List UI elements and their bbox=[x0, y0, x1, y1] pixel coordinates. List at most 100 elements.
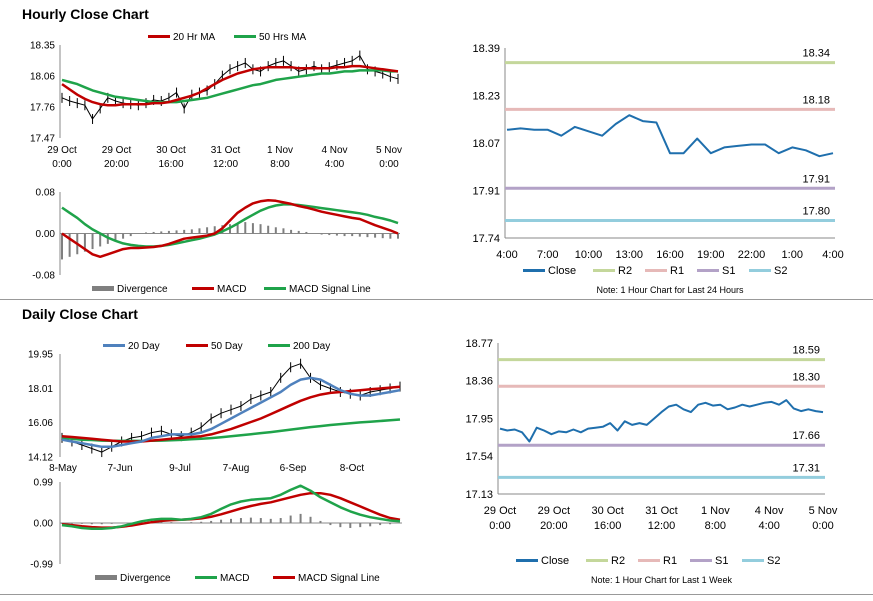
hourly-price-ytick: 17.47 bbox=[30, 134, 55, 145]
legend-label-close: Close bbox=[541, 555, 569, 567]
hourly-macd-signal-line bbox=[61, 203, 399, 248]
legend-label-macd: MACD bbox=[220, 573, 249, 584]
daily_pivots-xtick: 12:00 bbox=[648, 520, 676, 532]
legend-label-200-day: 200 Day bbox=[293, 341, 330, 352]
hourly_pivots-ytick: 18.23 bbox=[472, 90, 500, 102]
legend-label-r1: R1 bbox=[670, 265, 684, 277]
daily_pivots-level-label-s2: 17.31 bbox=[792, 462, 820, 474]
legend-label-divergence: Divergence bbox=[120, 573, 171, 584]
hourly-price-xtick: 16:00 bbox=[158, 159, 183, 170]
hourly-price-xtick: 0:00 bbox=[379, 159, 399, 170]
legend-label-r1: R1 bbox=[663, 555, 677, 567]
legend-label-50-day: 50 Day bbox=[211, 341, 243, 352]
hourly-price-xtick: 5 Nov bbox=[376, 145, 402, 156]
hourly-price-xtick: 8:00 bbox=[270, 159, 290, 170]
hourly-price-xtick: 0:00 bbox=[52, 159, 72, 170]
daily-price-xtick: 8-Oct bbox=[340, 463, 365, 474]
legend-label-s1: S1 bbox=[715, 555, 728, 567]
hourly_pivots-ytick: 17.74 bbox=[472, 233, 500, 245]
legend-swatch-divergence bbox=[95, 575, 117, 580]
hourly-price-xtick: 29 Oct bbox=[102, 145, 132, 156]
hourly-price-ytick: 18.06 bbox=[30, 72, 55, 83]
daily_pivots-xtick: 30 Oct bbox=[591, 505, 623, 517]
daily_pivots-xtick: 31 Oct bbox=[645, 505, 677, 517]
hourly-macd-line bbox=[61, 199, 399, 259]
legend-label-s2: S2 bbox=[774, 265, 787, 277]
legend-label-r2: R2 bbox=[611, 555, 625, 567]
hourly_pivots-level-label-r1: 18.18 bbox=[802, 94, 830, 106]
daily_pivots-xtick: 29 Oct bbox=[538, 505, 570, 517]
hourly_pivots-close-line bbox=[506, 114, 834, 158]
daily_pivots-xtick: 8:00 bbox=[705, 520, 726, 532]
daily_pivots-level-label-s1: 17.66 bbox=[792, 430, 820, 442]
daily_pivots-xtick: 20:00 bbox=[540, 520, 568, 532]
legend-label-close: Close bbox=[548, 265, 576, 277]
legend-label-r2: R2 bbox=[618, 265, 632, 277]
hourly_pivots-ytick: 18.07 bbox=[472, 138, 500, 150]
daily_pivots-xtick: 0:00 bbox=[812, 520, 833, 532]
daily-price-xtick: 7-Jun bbox=[107, 463, 132, 474]
daily-price-ytick: 19.95 bbox=[28, 350, 53, 361]
legend-label-s1: S1 bbox=[722, 265, 735, 277]
hourly_pivots-xtick: 1:00 bbox=[782, 249, 803, 261]
daily-macd-ytick: -0.99 bbox=[30, 560, 53, 571]
daily_pivots-level-label-r2: 18.59 bbox=[792, 345, 820, 357]
daily_pivots-xtick: 5 Nov bbox=[809, 505, 838, 517]
legend-label-20-hr-ma: 20 Hr MA bbox=[173, 32, 216, 43]
daily_pivots-note: Note: 1 Hour Chart for Last 1 Week bbox=[591, 575, 732, 585]
daily-price-xtick: 9-Jul bbox=[169, 463, 191, 474]
hourly-price-ma20-line bbox=[61, 64, 399, 107]
daily-price-xtick: 8-May bbox=[49, 463, 77, 474]
legend-label-50-hrs-ma: 50 Hrs MA bbox=[259, 32, 307, 43]
hourly_pivots-xtick: 4:00 bbox=[822, 249, 843, 261]
hourly-macd-ytick: 0.08 bbox=[36, 188, 56, 199]
hourly_pivots-xtick: 13:00 bbox=[615, 249, 643, 261]
daily-macd-ytick: 0.99 bbox=[34, 478, 54, 489]
legend-label-macd-signal-line: MACD Signal Line bbox=[289, 284, 371, 295]
hourly-price-xtick: 4:00 bbox=[325, 159, 345, 170]
daily_pivots-xtick: 29 Oct bbox=[484, 505, 516, 517]
daily_pivots-xtick: 4 Nov bbox=[755, 505, 784, 517]
daily-price-ytick: 16.06 bbox=[28, 418, 53, 429]
daily-price-ytick: 14.12 bbox=[28, 453, 53, 464]
daily-macd-ytick: 0.00 bbox=[34, 519, 54, 530]
hourly_pivots-level-label-s1: 17.91 bbox=[802, 173, 830, 185]
daily-section-title: Daily Close Chart bbox=[22, 306, 138, 322]
legend-label-20-day: 20 Day bbox=[128, 341, 160, 352]
hourly_pivots-ytick: 18.39 bbox=[472, 43, 500, 55]
daily_pivots-ytick: 18.77 bbox=[465, 338, 493, 350]
legend-label-macd-signal-line: MACD Signal Line bbox=[298, 573, 380, 584]
hourly_pivots-xtick: 22:00 bbox=[738, 249, 766, 261]
hourly-price-ma50-line bbox=[61, 69, 398, 104]
hourly_pivots-level-label-s2: 17.80 bbox=[802, 205, 830, 217]
daily_pivots-close-line bbox=[499, 399, 824, 443]
hourly-price-xtick: 31 Oct bbox=[211, 145, 241, 156]
hourly_pivots-xtick: 19:00 bbox=[697, 249, 725, 261]
hourly-price-xtick: 29 Oct bbox=[47, 145, 77, 156]
hourly-macd-ytick: -0.08 bbox=[32, 271, 55, 282]
hourly_pivots-xtick: 10:00 bbox=[575, 249, 603, 261]
hourly-price-ytick: 17.76 bbox=[30, 103, 55, 114]
daily-macd-line bbox=[61, 484, 401, 531]
daily_pivots-xtick: 4:00 bbox=[758, 520, 779, 532]
legend-swatch-divergence bbox=[92, 286, 114, 291]
hourly-macd-ytick: 0.00 bbox=[36, 229, 56, 240]
legend-label-s2: S2 bbox=[767, 555, 780, 567]
daily_pivots-xtick: 0:00 bbox=[489, 520, 510, 532]
hourly_pivots-ytick: 17.91 bbox=[472, 185, 500, 197]
daily_pivots-ytick: 17.54 bbox=[465, 451, 493, 463]
hourly_pivots-level-label-r2: 18.34 bbox=[802, 48, 830, 60]
legend-label-divergence: Divergence bbox=[117, 284, 168, 295]
hourly-section-title: Hourly Close Chart bbox=[22, 6, 149, 22]
daily-price-20d-line bbox=[61, 376, 401, 449]
daily_pivots-ytick: 17.95 bbox=[465, 413, 493, 425]
legend-label-macd: MACD bbox=[217, 284, 246, 295]
daily-price-xtick: 7-Aug bbox=[223, 463, 250, 474]
hourly-price-xtick: 4 Nov bbox=[321, 145, 347, 156]
